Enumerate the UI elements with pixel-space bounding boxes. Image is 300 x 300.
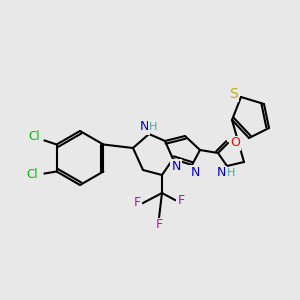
Text: Cl: Cl (27, 168, 38, 181)
Text: N: N (139, 121, 149, 134)
Text: N: N (171, 160, 181, 172)
Text: F: F (177, 194, 184, 206)
Text: O: O (230, 136, 240, 149)
Text: N: N (216, 167, 226, 179)
Text: H: H (227, 168, 235, 178)
Text: N: N (190, 166, 200, 178)
Text: F: F (155, 218, 163, 232)
Text: Cl: Cl (29, 130, 40, 143)
Text: H: H (149, 122, 157, 132)
Text: S: S (230, 87, 238, 101)
Text: F: F (134, 196, 141, 209)
